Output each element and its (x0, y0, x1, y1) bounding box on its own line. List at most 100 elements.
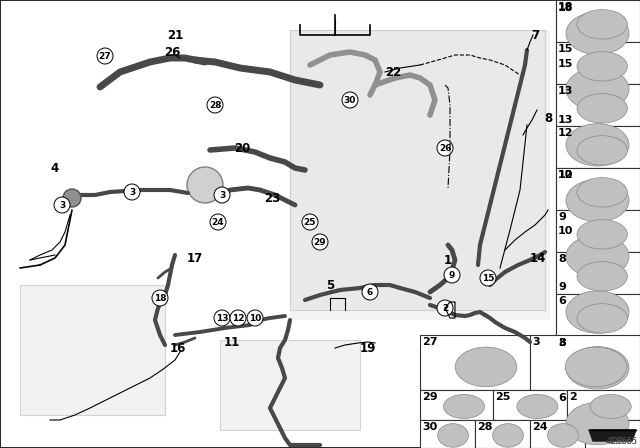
Text: 22: 22 (385, 65, 401, 78)
Ellipse shape (577, 94, 627, 123)
Text: 4: 4 (51, 161, 59, 175)
Text: 6: 6 (558, 393, 566, 403)
Text: 21: 21 (167, 29, 183, 42)
Circle shape (437, 300, 453, 316)
Bar (556, 336, 640, 390)
Circle shape (247, 310, 263, 326)
Text: 2: 2 (442, 303, 448, 313)
Text: 26: 26 (439, 143, 451, 152)
Bar (420, 420, 475, 448)
Circle shape (230, 310, 246, 326)
Circle shape (214, 310, 230, 326)
Bar (556, 42, 640, 84)
Text: 10: 10 (558, 226, 573, 236)
Circle shape (207, 97, 223, 113)
Ellipse shape (566, 235, 629, 277)
Polygon shape (290, 30, 545, 310)
Text: 15: 15 (558, 44, 573, 54)
Text: 29: 29 (422, 392, 438, 402)
Text: 25: 25 (495, 392, 511, 402)
Bar (556, 1, 639, 57)
Text: 15: 15 (558, 59, 573, 69)
Text: 2: 2 (569, 392, 577, 402)
Circle shape (444, 267, 460, 283)
Text: 23: 23 (264, 191, 280, 204)
Bar (493, 390, 566, 420)
Bar (556, 294, 640, 336)
Circle shape (437, 140, 453, 156)
Text: 26: 26 (164, 46, 180, 59)
Text: 15: 15 (482, 273, 494, 283)
Bar (556, 112, 639, 168)
Ellipse shape (566, 124, 629, 166)
Text: 3: 3 (558, 338, 566, 348)
Text: 9: 9 (449, 271, 455, 280)
Ellipse shape (579, 349, 626, 386)
Text: 6: 6 (367, 288, 373, 297)
Ellipse shape (493, 424, 524, 447)
Bar (530, 420, 585, 448)
Text: 18: 18 (154, 293, 166, 302)
Text: 25: 25 (304, 217, 316, 227)
Text: 428665: 428665 (609, 437, 638, 446)
Text: 6: 6 (558, 296, 566, 306)
Ellipse shape (438, 424, 468, 447)
Circle shape (210, 214, 226, 230)
Text: 8: 8 (544, 112, 552, 125)
Bar (556, 168, 640, 210)
Text: 3: 3 (59, 201, 65, 210)
Text: 19: 19 (360, 341, 376, 354)
Circle shape (214, 187, 230, 203)
Ellipse shape (455, 347, 517, 387)
Bar (556, 252, 640, 294)
Bar (475, 420, 530, 448)
Text: 30: 30 (344, 95, 356, 104)
Text: 12: 12 (558, 170, 573, 180)
Ellipse shape (565, 347, 627, 387)
Ellipse shape (566, 68, 629, 110)
Circle shape (302, 214, 318, 230)
Ellipse shape (590, 395, 631, 418)
Bar (566, 390, 640, 420)
Text: 16: 16 (170, 341, 186, 354)
Text: 20: 20 (234, 142, 250, 155)
Bar (290, 30, 550, 320)
Circle shape (342, 92, 358, 108)
Text: 18: 18 (558, 2, 573, 12)
Bar (556, 280, 639, 336)
Text: 30: 30 (422, 422, 437, 432)
Text: 13: 13 (558, 115, 573, 125)
Circle shape (152, 290, 168, 306)
Bar (556, 391, 639, 447)
Circle shape (97, 48, 113, 64)
Text: 8: 8 (558, 337, 566, 348)
Ellipse shape (577, 178, 627, 207)
Text: 12: 12 (558, 128, 573, 138)
Text: 28: 28 (477, 422, 493, 432)
Circle shape (362, 284, 378, 300)
Text: 29: 29 (314, 237, 326, 246)
Text: 12: 12 (232, 314, 244, 323)
Text: 9: 9 (558, 212, 566, 222)
Bar (556, 84, 640, 126)
Text: 13: 13 (216, 314, 228, 323)
Text: 10: 10 (558, 170, 573, 180)
Text: 18: 18 (558, 3, 573, 13)
Circle shape (54, 197, 70, 213)
Text: 28: 28 (209, 100, 221, 109)
Circle shape (187, 167, 223, 203)
Circle shape (312, 234, 328, 250)
Ellipse shape (566, 347, 629, 389)
Text: 14: 14 (530, 251, 546, 264)
Bar (556, 126, 640, 168)
Bar (556, 224, 639, 280)
Ellipse shape (566, 12, 629, 55)
Ellipse shape (566, 402, 629, 445)
Ellipse shape (577, 10, 627, 39)
Bar (556, 57, 639, 112)
Bar (420, 390, 493, 420)
Text: 3: 3 (129, 188, 135, 197)
Ellipse shape (517, 395, 558, 418)
Text: 24: 24 (532, 422, 548, 432)
Text: 27: 27 (99, 52, 111, 60)
